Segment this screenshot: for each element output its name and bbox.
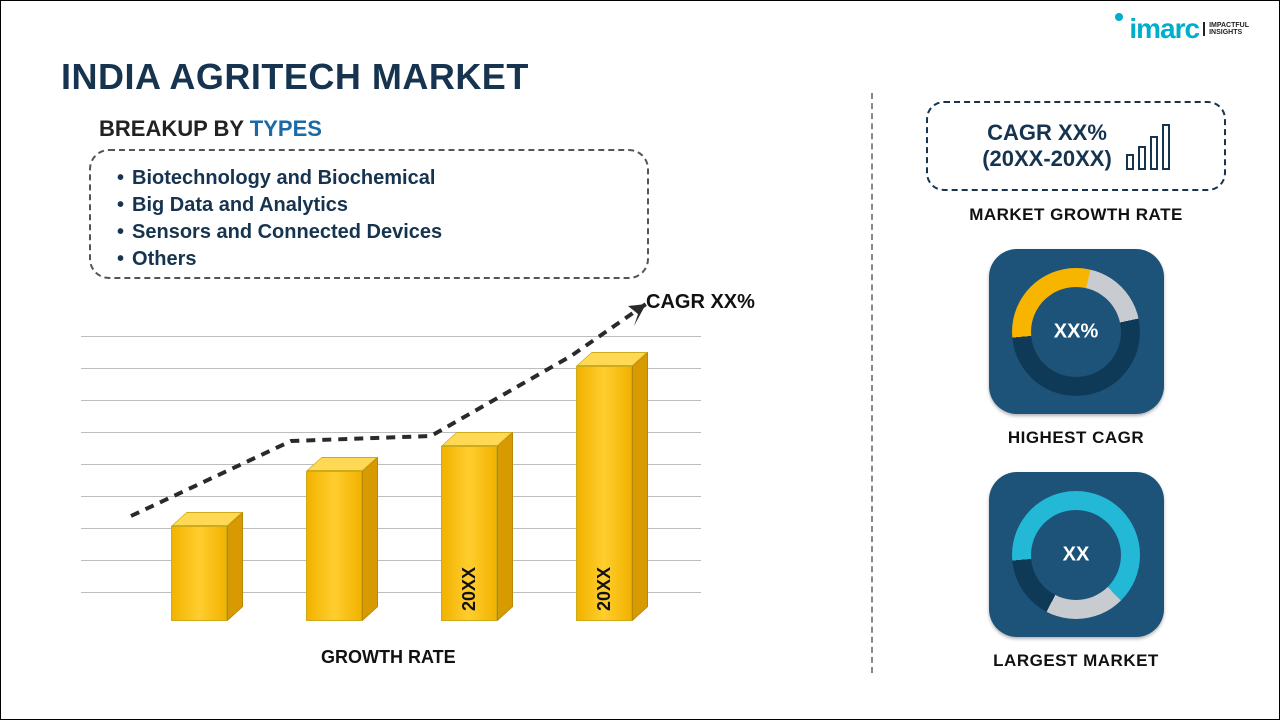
logo: imarc IMPACTFUL INSIGHTS (1117, 13, 1249, 45)
highest-cagr-card: XX% (989, 249, 1164, 414)
list-item: Big Data and Analytics (117, 192, 621, 219)
cagr-line1: CAGR XX% (982, 120, 1112, 146)
donut-value: XX% (1054, 320, 1098, 343)
types-list: Biotechnology and Biochemical Big Data a… (117, 165, 621, 273)
cagr-line2: (20XX-20XX) (982, 146, 1112, 172)
subtitle-accent: TYPES (250, 116, 322, 141)
right-column: CAGR XX% (20XX-20XX) MARKET GROWTH RATE … (921, 101, 1231, 695)
breakup-subtitle: BREAKUP BY TYPES (99, 116, 322, 142)
growth-bar-chart: 20XX20XX CAGR XX% GROWTH RATE (81, 306, 761, 666)
cagr-summary-box: CAGR XX% (20XX-20XX) (926, 101, 1226, 191)
vertical-divider (871, 93, 873, 673)
page-title: INDIA AGRITECH MARKET (61, 56, 529, 98)
list-item: Biotechnology and Biochemical (117, 165, 621, 192)
cagr-annotation: CAGR XX% (646, 291, 755, 314)
types-box: Biotechnology and Biochemical Big Data a… (89, 149, 649, 279)
list-item: Sensors and Connected Devices (117, 219, 621, 246)
bar-year-label: 20XX (594, 567, 615, 611)
subtitle-prefix: BREAKUP BY (99, 116, 250, 141)
donut-value: XX (1063, 543, 1090, 566)
mini-bars-icon (1126, 122, 1170, 170)
x-axis-label: GROWTH RATE (321, 647, 456, 668)
logo-brand: imarc (1129, 13, 1199, 45)
logo-dot-icon (1115, 13, 1123, 21)
donut-chart-cagr: XX% (1012, 268, 1140, 396)
logo-tagline: IMPACTFUL INSIGHTS (1203, 22, 1249, 36)
market-growth-label: MARKET GROWTH RATE (969, 205, 1183, 225)
largest-market-card: XX (989, 472, 1164, 637)
largest-market-label: LARGEST MARKET (993, 651, 1159, 671)
donut-chart-market: XX (1012, 491, 1140, 619)
cagr-text: CAGR XX% (20XX-20XX) (982, 120, 1112, 173)
list-item: Others (117, 246, 621, 273)
bar-year-label: 20XX (459, 567, 480, 611)
highest-cagr-label: HIGHEST CAGR (1008, 428, 1144, 448)
